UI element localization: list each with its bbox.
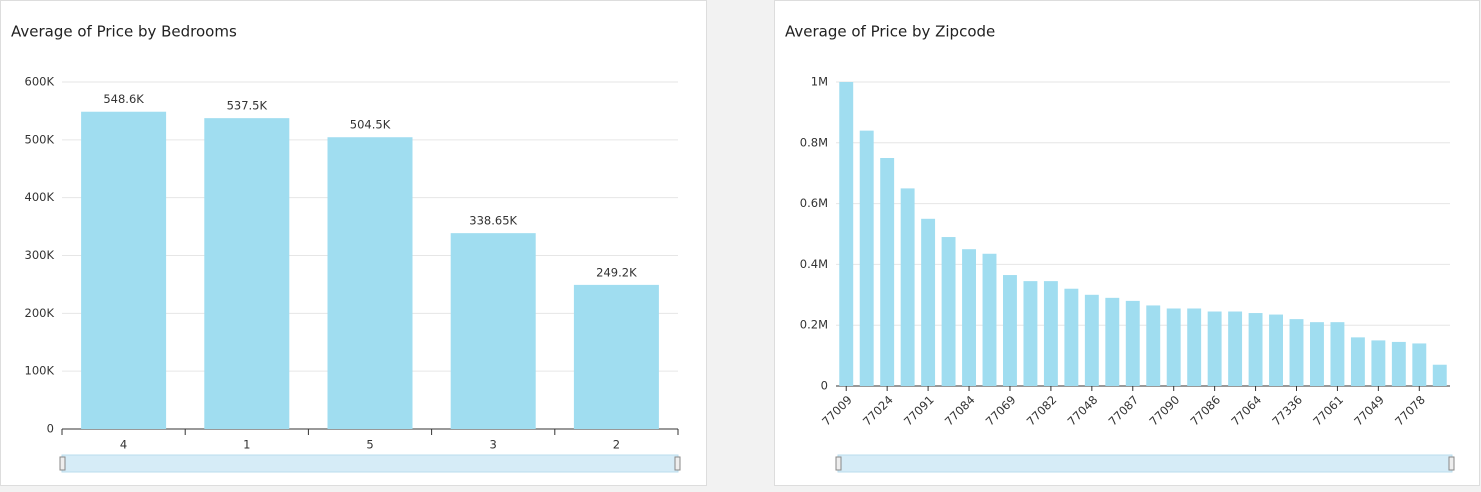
bar (1187, 308, 1202, 386)
bar (921, 218, 936, 386)
y-tick-label: 1M (811, 75, 828, 89)
scroll-handle[interactable] (674, 456, 681, 471)
bar (327, 137, 413, 429)
scrollbar[interactable] (837, 454, 1453, 473)
bar (1125, 300, 1140, 386)
chart-title: Average of Price by Zipcode (785, 23, 995, 41)
x-tick-label: 3 (490, 438, 497, 452)
bar (1043, 281, 1058, 386)
bar (1084, 294, 1099, 386)
bar (859, 130, 874, 386)
bar (1412, 343, 1427, 386)
y-tick-label: 0.8M (800, 135, 828, 149)
y-tick-label: 0 (821, 379, 828, 393)
data-label: 504.5K (350, 118, 391, 132)
y-tick-label: 0.4M (800, 257, 828, 271)
bar (839, 82, 854, 386)
bar (1432, 364, 1447, 386)
y-tick-label: 600K (25, 75, 55, 89)
bar (573, 284, 659, 429)
bar (1003, 275, 1017, 386)
x-tick-label: 1 (243, 438, 250, 452)
bar (1105, 297, 1120, 386)
y-tick-label: 400K (25, 190, 55, 204)
scroll-handle[interactable] (1448, 456, 1455, 471)
y-tick-label: 0.6M (800, 196, 828, 210)
scroll-handle[interactable] (59, 456, 66, 471)
bar (941, 237, 956, 386)
bar (880, 158, 895, 386)
data-label: 249.2K (596, 265, 637, 279)
bar (1228, 311, 1243, 386)
bar (1064, 288, 1079, 386)
bar (1289, 319, 1304, 386)
bar (450, 233, 536, 429)
x-tick-label: 5 (366, 438, 373, 452)
chart-title: Average of Price by Bedrooms (11, 23, 237, 41)
bar (1248, 313, 1263, 386)
bar (900, 188, 915, 386)
bar (204, 118, 290, 429)
scroll-handle[interactable] (835, 456, 842, 471)
bar (1310, 322, 1324, 386)
y-tick-label: 200K (25, 306, 55, 320)
x-tick-label: 2 (613, 438, 620, 452)
bar (1146, 305, 1161, 386)
y-tick-label: 300K (25, 248, 55, 262)
bar (962, 249, 976, 386)
bar (81, 111, 167, 430)
data-label: 548.6K (103, 92, 144, 106)
bar (982, 253, 997, 386)
bar (1207, 311, 1222, 386)
y-tick-label: 500K (25, 132, 55, 146)
y-tick-label: 100K (25, 364, 55, 378)
y-tick-label: 0 (47, 422, 54, 436)
data-label: 338.65K (469, 214, 517, 228)
bar (1023, 281, 1038, 386)
scrollbar[interactable] (61, 454, 679, 473)
bar (1371, 340, 1386, 386)
x-tick-label: 4 (120, 438, 127, 452)
bar (1350, 337, 1365, 386)
data-label: 537.5K (227, 99, 268, 113)
bar (1391, 341, 1406, 386)
bar (1269, 314, 1283, 386)
bar (1330, 322, 1345, 386)
y-tick-label: 0.2M (800, 318, 828, 332)
bar (1166, 308, 1181, 386)
